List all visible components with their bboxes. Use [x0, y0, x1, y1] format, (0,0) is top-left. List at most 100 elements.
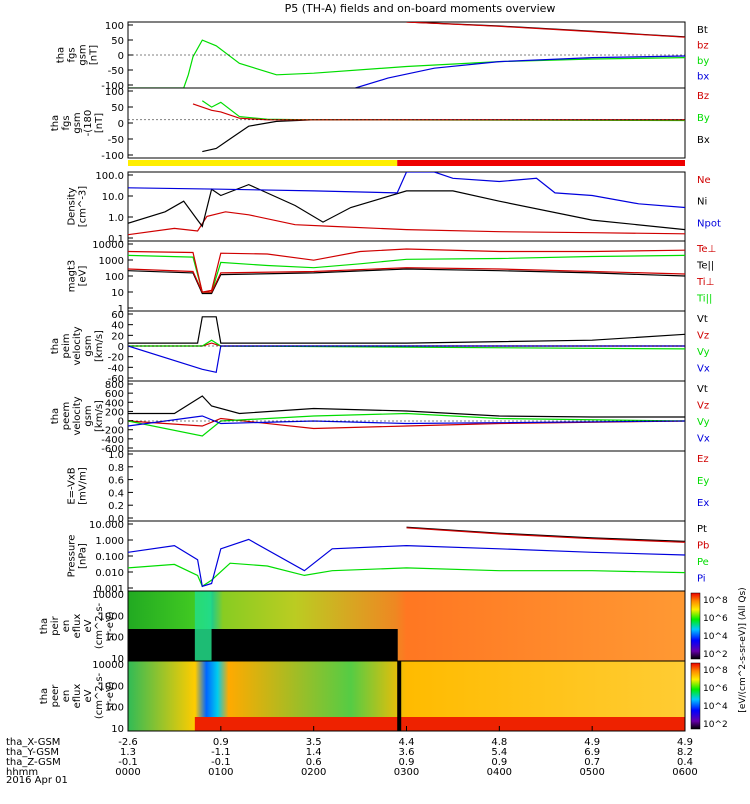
- y-axis-label-line: tha: [50, 408, 61, 424]
- y-tick-label: 400: [105, 398, 124, 409]
- ephemeris-value: 5.4: [491, 747, 507, 758]
- y-axis-label-line: (cm^2-s-: [94, 672, 105, 719]
- legend: Bz By Bx: [697, 91, 710, 146]
- y-axis-label-line: magt3: [67, 260, 78, 293]
- electron-spectrogram: [127, 660, 686, 732]
- panel-2: 100.0 10.0 1.0 0.1 Density[cm^-3] Ne Ni Npot: [67, 171, 721, 245]
- ephemeris-value: -0.1: [118, 757, 138, 768]
- y-axis-label-line: peim: [61, 333, 72, 358]
- legend-entry: Vx: [697, 434, 710, 445]
- y-axis-label-line: fgs: [61, 115, 72, 130]
- y-axis-label-line: [km/s]: [94, 330, 105, 362]
- legend-entry: Ne: [697, 175, 711, 186]
- series-Pt: [406, 526, 685, 542]
- ephemeris-value: 3.5: [306, 737, 322, 748]
- ephemeris-row-label: tha_Z-GSM: [6, 757, 61, 768]
- legend: Te⊥ Te|| Ti⊥ Ti||: [696, 244, 716, 305]
- y-tick-label: 0: [118, 51, 124, 62]
- colorbar-tick-label: 10^8: [703, 596, 728, 606]
- y-tick-label: 1000: [99, 611, 124, 622]
- colorbar-fill: [690, 662, 701, 730]
- y-tick-label: 0.0: [108, 514, 124, 525]
- y-tick-label: 100: [105, 87, 124, 98]
- legend-entry: Vt: [697, 314, 708, 325]
- legend-entry: by: [697, 56, 709, 67]
- panel-frame: [127, 171, 686, 242]
- colorbar-tick-label: 10^6: [703, 684, 728, 694]
- y-axis-label-line: tha: [50, 115, 61, 131]
- y-axis-label-line: en: [61, 620, 72, 633]
- y-tick-label: 10: [111, 288, 124, 299]
- legend-entry: Te||: [696, 261, 714, 272]
- ephemeris-value: 4.4: [399, 737, 415, 748]
- y-tick-label: 1.0: [108, 213, 124, 224]
- legend-entry: Bx: [697, 135, 710, 146]
- colorbar-fill: [690, 592, 701, 660]
- y-axis-label-line: [mV/m]: [78, 467, 89, 505]
- legend-entry: Ti⊥: [696, 277, 714, 288]
- y-axis-label-line: (cm^2-s-: [94, 602, 105, 649]
- series-Vy: [128, 339, 685, 350]
- series-Ti⊥: [128, 248, 685, 293]
- y-axis-label-line: Pressure: [67, 535, 78, 578]
- ephemeris-value: 0000: [115, 767, 140, 778]
- legend: Ne Ni Npot: [697, 175, 721, 229]
- colorbar-tick-label: 10^2: [703, 650, 728, 660]
- y-axis-label-line: tha: [39, 618, 50, 634]
- y-axis-label-line: [nT]: [94, 113, 105, 133]
- y-tick-label: 10.000: [89, 520, 124, 531]
- y-tick-label: 10: [111, 654, 124, 665]
- y-axis-label: thafgsgsm[nT]: [56, 44, 100, 65]
- legend-entry: Ey: [697, 476, 709, 487]
- y-tick-label: 0: [118, 417, 124, 428]
- y-axis-label-line: velocity: [72, 396, 83, 435]
- y-axis-label-line: [eV]: [78, 266, 89, 287]
- y-axis-label: thafgsgsm-(180[nT]: [50, 110, 105, 137]
- ephemeris-value: 0.7: [584, 757, 600, 768]
- series-Te⊥: [128, 267, 685, 293]
- legend-entry: Vx: [697, 364, 710, 375]
- series-Npot: [128, 172, 685, 209]
- colorbar-tick-label: 10^4: [703, 702, 728, 712]
- series-Vz: [128, 417, 685, 430]
- ephemeris-value: 0.9: [491, 757, 507, 768]
- y-axis-label-line: gsm: [83, 335, 94, 356]
- ephemeris-row-label: tha_Y-GSM: [6, 747, 59, 758]
- y-tick-label: 10000: [92, 660, 124, 671]
- ephemeris-value: -1.1: [211, 747, 231, 758]
- legend-entry: Vz: [697, 331, 709, 342]
- spectrogram-low-band: [194, 717, 685, 731]
- y-tick-label: 0.4: [108, 488, 124, 499]
- y-tick-label: 100: [105, 272, 124, 283]
- series-Bz: [192, 103, 685, 121]
- legend: Bt bz by bx: [697, 25, 709, 83]
- ion-spectrogram: [127, 590, 686, 662]
- y-tick-label: 0.8: [108, 463, 124, 474]
- y-axis-label-line: en: [61, 690, 72, 703]
- ephemeris-value: 0.4: [677, 757, 693, 768]
- legend: Pt Pb Pe Pi: [697, 524, 709, 585]
- y-axis-label-line: sr-eV): [105, 681, 116, 710]
- y-axis-label-line: [nPa]: [78, 543, 89, 569]
- y-tick-label: 1.000: [95, 536, 124, 547]
- series-bx: [355, 55, 685, 88]
- y-tick-label: 0.1: [108, 234, 124, 245]
- y-tick-label: 1000: [99, 256, 124, 267]
- y-tick-label: 10000: [92, 240, 124, 251]
- legend: Ez Ey Ex: [697, 454, 709, 509]
- y-axis-label-line: gsm: [83, 405, 94, 426]
- y-axis-label-line: eV: [83, 689, 94, 702]
- series-By: [201, 100, 685, 122]
- ephemeris-value: 3.6: [399, 747, 415, 758]
- series-Vt: [128, 316, 685, 344]
- mode-bar-fast: [397, 160, 685, 166]
- colorbar-tick-label: 10^2: [703, 720, 728, 730]
- legend-entry: Ni: [697, 197, 707, 208]
- legend-entry: bx: [697, 72, 709, 83]
- y-axis-label: thapeimvelocitygsm[km/s]: [50, 326, 105, 365]
- y-tick-label: 1: [118, 304, 124, 315]
- series-Vx: [128, 415, 685, 427]
